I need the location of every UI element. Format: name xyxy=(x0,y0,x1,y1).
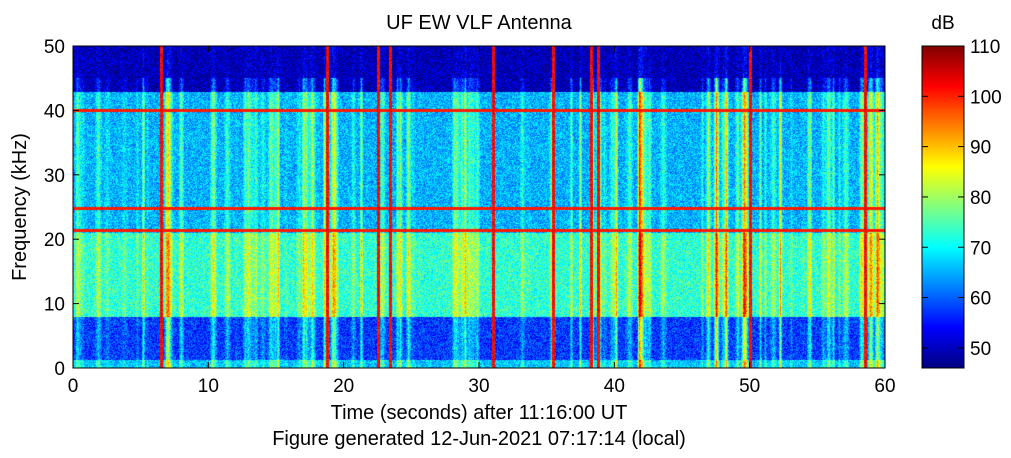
x-tick-label: 60 xyxy=(874,376,895,397)
colorbar-tick-label: 70 xyxy=(970,238,991,259)
y-axis-label: Frequency (kHz) xyxy=(9,133,31,281)
x-tick-label: 30 xyxy=(468,376,489,397)
colorbar-ticks: 50 60 70 80 90 100 110 xyxy=(922,37,1002,360)
x-tick-label: 40 xyxy=(604,376,625,397)
spectrogram-image xyxy=(73,46,885,368)
x-tick-label: 50 xyxy=(739,376,760,397)
colorbar-tick-label: 90 xyxy=(970,138,991,159)
colorbar-tick-label: 50 xyxy=(970,339,991,360)
y-tick-label: 50 xyxy=(44,37,65,58)
colorbar-tick-label: 110 xyxy=(970,37,1000,58)
y-axis: 0 10 20 30 40 50 xyxy=(44,37,885,380)
y-tick-label: 30 xyxy=(44,166,65,187)
colorbar: dB 50 60 70 80 90 100 110 xyxy=(921,13,1002,369)
figure-footer: Figure generated 12-Jun-2021 07:17:14 (l… xyxy=(272,428,686,450)
x-tick-label: 10 xyxy=(198,376,219,397)
x-axis-label: Time (seconds) after 11:16:00 UT xyxy=(331,402,628,424)
y-tick-label: 0 xyxy=(54,359,65,380)
colorbar-gradient xyxy=(921,45,965,369)
colorbar-tick-label: 100 xyxy=(970,87,1002,108)
x-axis: 0 10 20 30 40 50 60 xyxy=(68,46,896,397)
colorbar-tick-label: 80 xyxy=(970,188,991,209)
y-tick-label: 10 xyxy=(44,295,65,316)
y-tick-label: 40 xyxy=(44,101,65,122)
x-tick-label: 0 xyxy=(68,376,79,397)
colorbar-label: dB xyxy=(931,13,954,34)
y-tick-label: 20 xyxy=(44,230,65,251)
colorbar-tick-label: 60 xyxy=(970,289,991,310)
plot-area xyxy=(72,45,886,369)
chart-title: UF EW VLF Antenna xyxy=(386,12,573,34)
x-tick-label: 20 xyxy=(333,376,354,397)
